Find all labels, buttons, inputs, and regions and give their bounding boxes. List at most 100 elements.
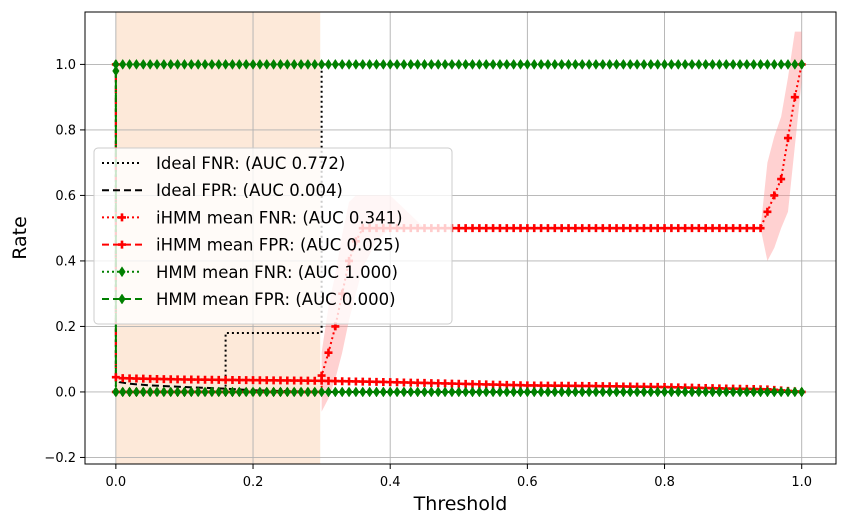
marker-2-73 xyxy=(612,224,621,233)
marker-5-70 xyxy=(592,386,600,398)
marker-2-94 xyxy=(756,224,765,233)
marker-4-3 xyxy=(132,58,141,70)
marker-5-56 xyxy=(496,386,504,398)
marker-5-55 xyxy=(489,386,497,398)
marker-4-62 xyxy=(537,58,545,70)
marker-3-29 xyxy=(310,376,319,385)
marker-3-18 xyxy=(235,376,244,385)
marker-3-27 xyxy=(297,376,306,385)
marker-4-36 xyxy=(359,58,367,70)
marker-3-20 xyxy=(249,376,258,385)
marker-4-4 xyxy=(139,58,147,70)
marker-2-93 xyxy=(749,224,758,233)
marker-3-39 xyxy=(379,377,388,386)
marker-5-46 xyxy=(427,386,435,398)
legend-label-3: iHMM mean FPR: (AUC 0.025) xyxy=(156,236,400,255)
marker-3-45 xyxy=(420,378,429,387)
marker-4-20 xyxy=(249,58,257,70)
legend-item-0: Ideal FNR: (AUC 0.772) xyxy=(102,154,345,173)
marker-4-30 xyxy=(318,58,326,70)
marker-3-12 xyxy=(194,375,203,384)
marker-3-0 xyxy=(111,373,120,382)
marker-4-86 xyxy=(702,58,710,70)
marker-2-70 xyxy=(591,224,600,233)
marker-5-97 xyxy=(777,386,785,398)
marker-5-24 xyxy=(276,386,285,398)
marker-3-16 xyxy=(221,375,230,384)
marker-5-72 xyxy=(606,386,614,398)
marker-4-5 xyxy=(146,58,154,70)
marker-4-2 xyxy=(125,58,134,70)
marker-5-90 xyxy=(729,386,737,398)
marker-3-48 xyxy=(441,379,450,388)
y-tick-label-6: 1.0 xyxy=(55,58,76,73)
marker-4-26 xyxy=(290,58,298,70)
marker-4-78 xyxy=(647,58,655,70)
marker-4-6 xyxy=(153,58,161,70)
marker-3-33 xyxy=(338,377,347,386)
legend-label-1: Ideal FPR: (AUC 0.004) xyxy=(156,181,343,200)
marker-5-80 xyxy=(660,386,669,398)
marker-3-28 xyxy=(303,376,312,385)
marker-2-80 xyxy=(660,224,669,233)
x-tick-label-2: 0.4 xyxy=(380,475,401,490)
x-tick-label-3: 0.6 xyxy=(517,475,538,490)
marker-5-36 xyxy=(359,386,367,398)
marker-2-84 xyxy=(687,224,696,233)
marker-5-18 xyxy=(235,386,243,398)
marker-3-40 xyxy=(386,378,395,387)
legend-label-5: HMM mean FPR: (AUC 0.000) xyxy=(156,290,396,309)
marker-4-14 xyxy=(208,58,216,70)
marker-4-60 xyxy=(523,58,531,70)
marker-5-51 xyxy=(462,386,470,398)
marker-2-83 xyxy=(681,224,690,233)
marker-4-72 xyxy=(606,58,614,70)
marker-4-85 xyxy=(695,58,703,70)
marker-2-64 xyxy=(550,224,559,233)
marker-4-17 xyxy=(228,58,237,70)
marker-3-9 xyxy=(173,375,182,384)
marker-2-59 xyxy=(516,224,525,233)
y-tick-label-4: 0.6 xyxy=(55,189,76,204)
marker-5-96 xyxy=(770,386,778,398)
marker-2-95 xyxy=(763,207,772,216)
marker-4-15 xyxy=(215,58,223,70)
legend-item-3: iHMM mean FPR: (AUC 0.025) xyxy=(102,236,400,255)
marker-4-24 xyxy=(276,58,285,70)
marker-5-59 xyxy=(516,386,525,398)
y-tick-label-5: 0.8 xyxy=(55,123,76,138)
marker-5-38 xyxy=(372,386,381,398)
marker-5-20 xyxy=(249,386,257,398)
series-markers xyxy=(111,58,806,398)
marker-5-28 xyxy=(304,386,312,398)
marker-4-56 xyxy=(496,58,504,70)
marker-4-35 xyxy=(352,58,360,70)
marker-5-53 xyxy=(475,386,483,398)
marker-4-10 xyxy=(180,58,189,70)
marker-5-44 xyxy=(414,386,422,398)
marker-4-13 xyxy=(201,58,209,70)
marker-4-70 xyxy=(592,58,600,70)
marker-3-24 xyxy=(276,376,285,385)
marker-4-68 xyxy=(578,58,586,70)
marker-3-49 xyxy=(447,379,456,388)
marker-5-14 xyxy=(208,386,216,398)
marker-4-9 xyxy=(173,58,182,70)
marker-5-10 xyxy=(180,386,189,398)
marker-3-41 xyxy=(393,378,402,387)
marker-4-83 xyxy=(681,58,689,70)
marker-5-2 xyxy=(125,386,134,398)
marker-4-94 xyxy=(756,58,765,70)
plot-border xyxy=(84,11,837,465)
marker-4-22 xyxy=(263,58,271,70)
marker-5-22 xyxy=(263,386,271,398)
marker-3-14 xyxy=(207,375,216,384)
marker-5-11 xyxy=(187,386,195,398)
marker-4-61 xyxy=(530,58,538,70)
marker-5-42 xyxy=(400,386,408,398)
marker-2-75 xyxy=(626,224,635,233)
marker-4-55 xyxy=(489,58,497,70)
legend-marker-2 xyxy=(118,213,126,222)
plot-frame xyxy=(84,11,837,465)
marker-5-13 xyxy=(201,386,209,398)
